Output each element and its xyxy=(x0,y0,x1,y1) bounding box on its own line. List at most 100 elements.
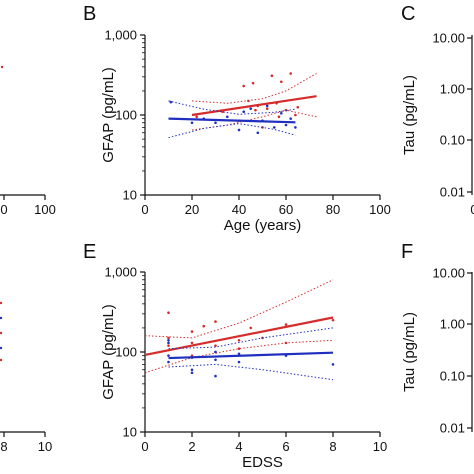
panel-b-x-tick-label: 0 xyxy=(141,202,148,217)
panel-e-red-point xyxy=(167,344,170,347)
panel-b-blue-point xyxy=(272,126,276,129)
panel-c-y-axis-title: Tau (pg/mL) xyxy=(401,75,418,155)
panel-e-blue-point xyxy=(237,352,241,356)
panel-b-blue-point xyxy=(249,107,253,110)
panel-b-red-point xyxy=(265,107,269,110)
panel-b-blue-point xyxy=(190,121,194,125)
panel-e-blue-point xyxy=(331,363,335,366)
panel-e-y-tick-label: 1,000 xyxy=(104,265,137,280)
panel-e-blue-point xyxy=(190,371,194,375)
panel-b-red-point xyxy=(296,105,300,109)
panel-e-blue-point xyxy=(237,360,241,364)
panel-e-red-point xyxy=(214,344,217,347)
panel-b-red-fit-line xyxy=(191,95,317,117)
panel-b-red-point xyxy=(289,72,293,75)
panel-c-y-tick-label: 1.00 xyxy=(440,82,465,97)
panel-a-x-tick-label: 100 xyxy=(34,202,56,217)
panel-e-red-point xyxy=(190,330,194,333)
panel-b-x-tick-label: 60 xyxy=(279,202,293,217)
panel-e-red-point xyxy=(331,318,335,322)
panel-d-blue-point xyxy=(0,316,3,320)
panel-d-x-tick-label: 8 xyxy=(0,439,7,454)
panel-e-red-ci-upper xyxy=(144,279,334,339)
panel-e-red-point xyxy=(167,336,170,340)
panel-b-x-tick-label: 20 xyxy=(185,202,199,217)
panel-b-x-axis-title: Age (years) xyxy=(224,217,302,234)
panel-b-x-tick-label: 80 xyxy=(326,202,340,217)
panel-f-y-tick-label: 1.00 xyxy=(440,317,465,332)
panel-e-red-point xyxy=(237,339,241,342)
panel-e-blue-fit-line xyxy=(168,351,334,360)
panel-b-blue-point xyxy=(242,110,245,113)
panel-b-x-tick-label: 100 xyxy=(369,202,391,217)
panel-e-red-point xyxy=(237,347,241,350)
panel-b-blue-ci-lower xyxy=(168,123,296,139)
panel-b-blue-point xyxy=(214,121,217,125)
panel-b-x-tick-label: 40 xyxy=(232,202,246,217)
panel-b-red-point xyxy=(247,99,250,103)
panel-e-x-axis-title: EDSS xyxy=(242,454,283,471)
panel-b-red-point xyxy=(254,108,257,112)
panel-e-blue-ci-lower xyxy=(168,363,334,381)
panel-b-blue-fit-line xyxy=(168,117,296,124)
panel-e-blue-point xyxy=(167,339,170,342)
panel-a-x-tick-label: 0 xyxy=(0,202,7,217)
panel-d-x-tick-label: 10 xyxy=(38,439,52,454)
panel-c-x-tick-label: 0 xyxy=(470,202,474,217)
panel-f-y-tick-label: 10.00 xyxy=(432,266,465,281)
panel-e-letter: E xyxy=(83,241,96,263)
panel-e-x-tick-label: 6 xyxy=(282,439,289,454)
panel-e-red-point xyxy=(202,324,206,328)
panel-e-x-tick-label: 10 xyxy=(373,439,387,454)
panel-b-blue-point xyxy=(289,117,293,120)
panel-b-y-tick-label: 1,000 xyxy=(104,28,137,43)
panel-b-red-point xyxy=(195,115,198,119)
panel-e-blue-ci-upper xyxy=(168,327,334,350)
panel-b-blue-point xyxy=(280,112,283,115)
panel-e-red-point xyxy=(167,311,170,314)
panel-e-blue-point xyxy=(167,354,170,357)
panel-a-red-point xyxy=(0,65,4,69)
panel-b-blue-point xyxy=(294,126,297,129)
panel-b-red-point xyxy=(277,115,281,119)
panel-b-blue-point xyxy=(225,115,229,119)
panel-f-y-axis-title: Tau (pg/mL) xyxy=(401,312,418,392)
panel-b-red-point xyxy=(242,84,245,88)
panel-c-y-tick-label: 0.10 xyxy=(440,133,465,148)
panel-d-blue-point xyxy=(0,346,3,350)
panel-d-red-point xyxy=(0,301,3,305)
panel-e-blue-point xyxy=(214,374,217,378)
panel-f-letter: F xyxy=(401,241,413,263)
panel-e-blue-point xyxy=(167,341,170,345)
panel-f-y-tick-label: 0.01 xyxy=(440,421,465,436)
panel-d-red-point xyxy=(0,358,3,362)
panel-c-y-tick-label: 0.01 xyxy=(440,185,465,200)
panel-e-y-tick-label: 10 xyxy=(123,425,137,440)
panel-c-y-tick-label: 10.00 xyxy=(432,31,465,46)
panel-b-red-ci-upper xyxy=(191,73,317,104)
panel-b-blue-point xyxy=(284,123,288,127)
panel-b-red-point xyxy=(270,74,274,77)
panel-b-blue-point xyxy=(265,104,269,108)
panel-b-blue-point xyxy=(237,128,241,132)
panel-b-y-tick-label: 100 xyxy=(115,108,137,123)
panel-e-blue-point xyxy=(190,368,194,372)
panel-e-red-point xyxy=(214,320,217,323)
panel-e-red-point xyxy=(190,341,194,345)
panel-b-red-point xyxy=(280,80,283,84)
panel-b-red-point xyxy=(251,81,255,85)
panel-d-red-point xyxy=(0,331,3,335)
panel-e-red-point xyxy=(284,323,288,326)
panel-e-x-tick-label: 8 xyxy=(329,439,336,454)
panel-e-x-tick-label: 4 xyxy=(235,439,242,454)
panel-e-red-point xyxy=(284,341,288,345)
panel-e-y-tick-label: 100 xyxy=(115,345,137,360)
panel-b-letter: B xyxy=(83,3,96,25)
panel-e-blue-point xyxy=(214,358,217,362)
panel-f-y-tick-label: 0.10 xyxy=(440,369,465,384)
panel-b-y-tick-label: 10 xyxy=(123,188,137,203)
panel-e-y-axis-title: GFAP (pg/mL) xyxy=(100,304,117,400)
panel-e-blue-point xyxy=(214,350,217,354)
panel-e-x-tick-label: 0 xyxy=(141,439,148,454)
